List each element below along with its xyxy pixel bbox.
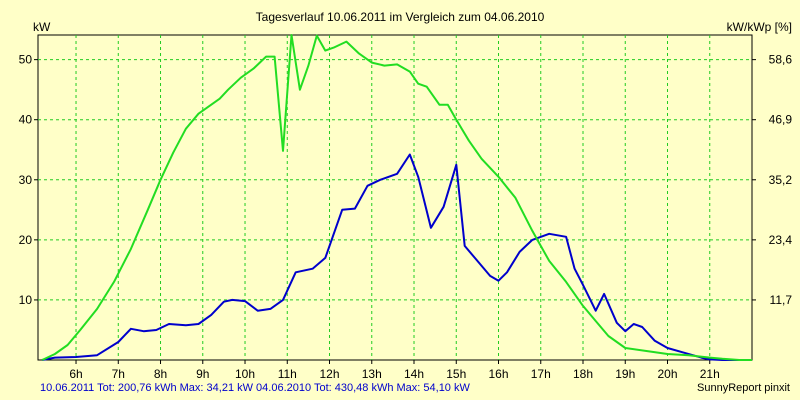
x-tick-label: 19h bbox=[615, 367, 635, 381]
y-axis-right-label: kW/kWp [%] bbox=[726, 20, 792, 34]
x-tick-label: 7h bbox=[112, 367, 125, 381]
x-tick-label: 14h bbox=[404, 367, 424, 381]
x-tick-label: 11h bbox=[278, 367, 297, 381]
y-tick-label-right: 46,9 bbox=[769, 113, 793, 127]
series-line-green bbox=[41, 34, 752, 361]
chart-title: Tagesverlauf 10.06.2011 im Vergleich zum… bbox=[255, 10, 545, 24]
y-tick-label-left: 50 bbox=[19, 53, 33, 67]
x-tick-label: 6h bbox=[69, 367, 82, 381]
x-tick-label: 21h bbox=[700, 367, 720, 381]
x-tick-label: 15h bbox=[446, 367, 466, 381]
y-tick-label-right: 11,7 bbox=[770, 293, 793, 307]
y-tick-label-right: 23,4 bbox=[769, 233, 793, 247]
x-tick-label: 13h bbox=[362, 367, 382, 381]
plot-frame bbox=[37, 34, 753, 361]
footer-credit: SunnyReport pinxit bbox=[697, 382, 790, 394]
footer-summary: 10.06.2011 Tot: 200,76 kWh Max: 34,21 kW… bbox=[40, 382, 470, 394]
x-tick-label: 12h bbox=[319, 367, 339, 381]
x-tick-label: 18h bbox=[573, 367, 593, 381]
y-tick-label-right: 58,6 bbox=[769, 53, 793, 67]
y-tick-label-left: 30 bbox=[19, 173, 33, 187]
x-tick-label: 17h bbox=[531, 367, 551, 381]
x-tick-label: 10h bbox=[235, 367, 255, 381]
y-tick-label-left: 40 bbox=[19, 113, 33, 127]
x-tick-label: 16h bbox=[488, 367, 508, 381]
series-line-blue bbox=[42, 153, 752, 361]
y-axis-left-label: kW bbox=[33, 20, 51, 34]
y-tick-label-right: 35,2 bbox=[769, 173, 793, 187]
x-tick-label: 8h bbox=[154, 367, 167, 381]
y-tick-label-left: 20 bbox=[19, 233, 33, 247]
x-tick-label: 9h bbox=[196, 367, 209, 381]
y-tick-label-left: 10 bbox=[19, 293, 33, 307]
x-tick-label: 20h bbox=[657, 367, 677, 381]
